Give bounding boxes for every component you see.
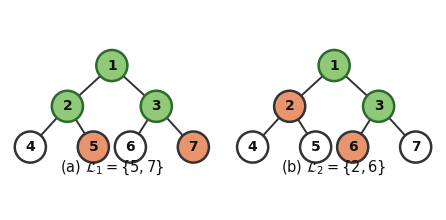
Text: 6: 6 — [348, 140, 358, 154]
Circle shape — [96, 50, 128, 81]
Circle shape — [52, 91, 83, 122]
Text: 7: 7 — [189, 140, 198, 154]
Circle shape — [15, 132, 46, 163]
Text: 5: 5 — [311, 140, 321, 154]
Text: 3: 3 — [152, 99, 161, 113]
Text: (b) $\mathcal{L}_2 = \{2, 6\}$: (b) $\mathcal{L}_2 = \{2, 6\}$ — [281, 159, 387, 178]
Text: 2: 2 — [285, 99, 294, 113]
Circle shape — [400, 132, 431, 163]
Circle shape — [115, 132, 146, 163]
Circle shape — [274, 91, 305, 122]
Circle shape — [337, 132, 368, 163]
Circle shape — [300, 132, 331, 163]
Text: 1: 1 — [329, 59, 339, 73]
Text: 3: 3 — [374, 99, 384, 113]
Text: 7: 7 — [411, 140, 421, 154]
Text: 1: 1 — [107, 59, 117, 73]
Circle shape — [318, 50, 350, 81]
Text: 5: 5 — [88, 140, 98, 154]
Circle shape — [141, 91, 172, 122]
Circle shape — [78, 132, 109, 163]
Circle shape — [237, 132, 268, 163]
Text: 6: 6 — [126, 140, 135, 154]
Text: 2: 2 — [62, 99, 72, 113]
Circle shape — [178, 132, 209, 163]
Text: 4: 4 — [248, 140, 257, 154]
Text: (a) $\mathcal{L}_1 = \{5, 7\}$: (a) $\mathcal{L}_1 = \{5, 7\}$ — [60, 159, 164, 178]
Circle shape — [363, 91, 394, 122]
Text: 4: 4 — [25, 140, 35, 154]
